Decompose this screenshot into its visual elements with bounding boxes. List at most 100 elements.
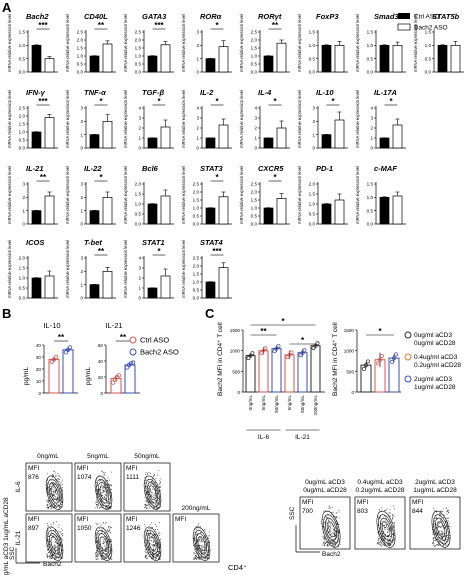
event-dot (445, 540, 447, 542)
bar-bach2 (218, 196, 229, 225)
event-dot (152, 501, 154, 503)
event-dot (109, 505, 111, 507)
y-tick-label: 2 (80, 195, 83, 200)
event-dot (105, 505, 107, 507)
event-dot (338, 511, 340, 513)
event-dot (104, 545, 106, 547)
event-dot (328, 527, 330, 529)
event-dot (330, 540, 332, 542)
event-dot (54, 553, 55, 555)
event-dot (159, 483, 161, 484)
event-dot (53, 490, 55, 492)
event-dot (50, 524, 52, 526)
event-dot (379, 542, 381, 544)
event-dot (55, 554, 57, 556)
event-dot (96, 529, 98, 531)
event-dot (442, 544, 444, 545)
event-dot (446, 539, 448, 540)
event-dot (194, 558, 196, 560)
y-tick-label: 0.0 (251, 70, 258, 75)
panel-a-bar-grid: Bach2 mRNA relative expression level 0.0 0.… (7, 12, 464, 301)
mfi-value: 844 (412, 508, 423, 515)
event-dot (391, 528, 393, 530)
event-dot (387, 540, 389, 542)
x-tick-label: 50ng/mL (300, 395, 305, 413)
event-dot (101, 531, 103, 533)
bar-ctrl (205, 137, 216, 149)
legend-b-ctrl-label: Ctrl ASO (140, 336, 169, 345)
density-contour (197, 536, 206, 552)
event-dot (52, 474, 54, 476)
group-label-il6: IL-6 (258, 434, 270, 441)
y-tick-label: 4 (196, 106, 199, 111)
event-dot (50, 507, 52, 509)
y-tick-label: 1.0 (135, 202, 142, 207)
event-dot (95, 481, 97, 483)
flow-plot-frame (409, 496, 461, 550)
mini-chart-RORα: RORα mRNA relative expression level 0 1 2 3 * (181, 12, 232, 75)
event-dot (332, 511, 334, 513)
event-dot (205, 547, 207, 549)
event-dot (51, 506, 52, 508)
event-dot (55, 507, 57, 509)
mini-chart-CXCR5: CXCR5 mRNA relative expression level 0.0 0.… (239, 164, 290, 227)
bar-bach2 (44, 195, 55, 225)
mini-chart-TGF-β: TGF-β mRNA relative expression level 0 1 2 3 4… (123, 88, 174, 151)
event-dot (446, 517, 448, 519)
event-dot (62, 535, 63, 537)
data-point (362, 366, 366, 371)
event-dot (159, 546, 161, 548)
bar-bach2 (334, 44, 345, 73)
event-dot (338, 539, 340, 541)
event-dot (155, 507, 157, 509)
event-dot (209, 531, 210, 533)
event-dot (208, 551, 210, 553)
event-dot (202, 552, 204, 554)
density-contour (50, 485, 59, 501)
flow-plot: MFI 897 (25, 513, 73, 563)
event-dot (329, 525, 331, 527)
event-dot (106, 553, 108, 555)
event-dot (58, 475, 60, 477)
event-dot (200, 531, 202, 533)
event-dot (49, 502, 51, 504)
event-dot (56, 503, 57, 505)
event-dot (54, 557, 56, 559)
event-dot (338, 523, 340, 525)
event-dot (96, 554, 98, 556)
event-dot (153, 541, 155, 543)
event-dot (144, 507, 146, 508)
event-dot (47, 531, 49, 533)
data-point (302, 348, 307, 353)
group-label-il21: IL-21 (295, 434, 310, 441)
event-dot (159, 481, 161, 483)
event-dot (196, 558, 197, 560)
event-dot (95, 556, 97, 558)
legend-c-line2: 0.2ug/ml aCD28 (414, 362, 461, 369)
gene-title: STAT4 (200, 238, 223, 247)
y-tick-label: 4 (138, 256, 141, 261)
legend-ctrl-swatch (398, 13, 410, 19)
event-dot (383, 537, 385, 539)
event-dot (58, 524, 60, 526)
bar-bach2 (102, 43, 113, 73)
event-dot (58, 535, 60, 537)
mini-chart-Bcl6: Bcl6 mRNA relative expression level 0.0 0.5… (123, 164, 174, 227)
event-dot (441, 532, 443, 534)
event-dot (439, 540, 441, 542)
event-dot (96, 507, 98, 509)
event-dot (150, 472, 151, 474)
event-dot (328, 541, 330, 543)
y-tick-label: 0.5 (251, 62, 258, 67)
y-tick-label: 4 (254, 106, 257, 111)
event-dot (145, 479, 147, 481)
density-contour (45, 475, 64, 510)
data-point (315, 341, 320, 346)
event-dot (61, 501, 63, 503)
event-dot (193, 552, 195, 554)
event-dot (108, 530, 110, 532)
event-dot (388, 542, 389, 544)
bar-bach2 (276, 127, 287, 149)
event-dot (62, 489, 64, 491)
